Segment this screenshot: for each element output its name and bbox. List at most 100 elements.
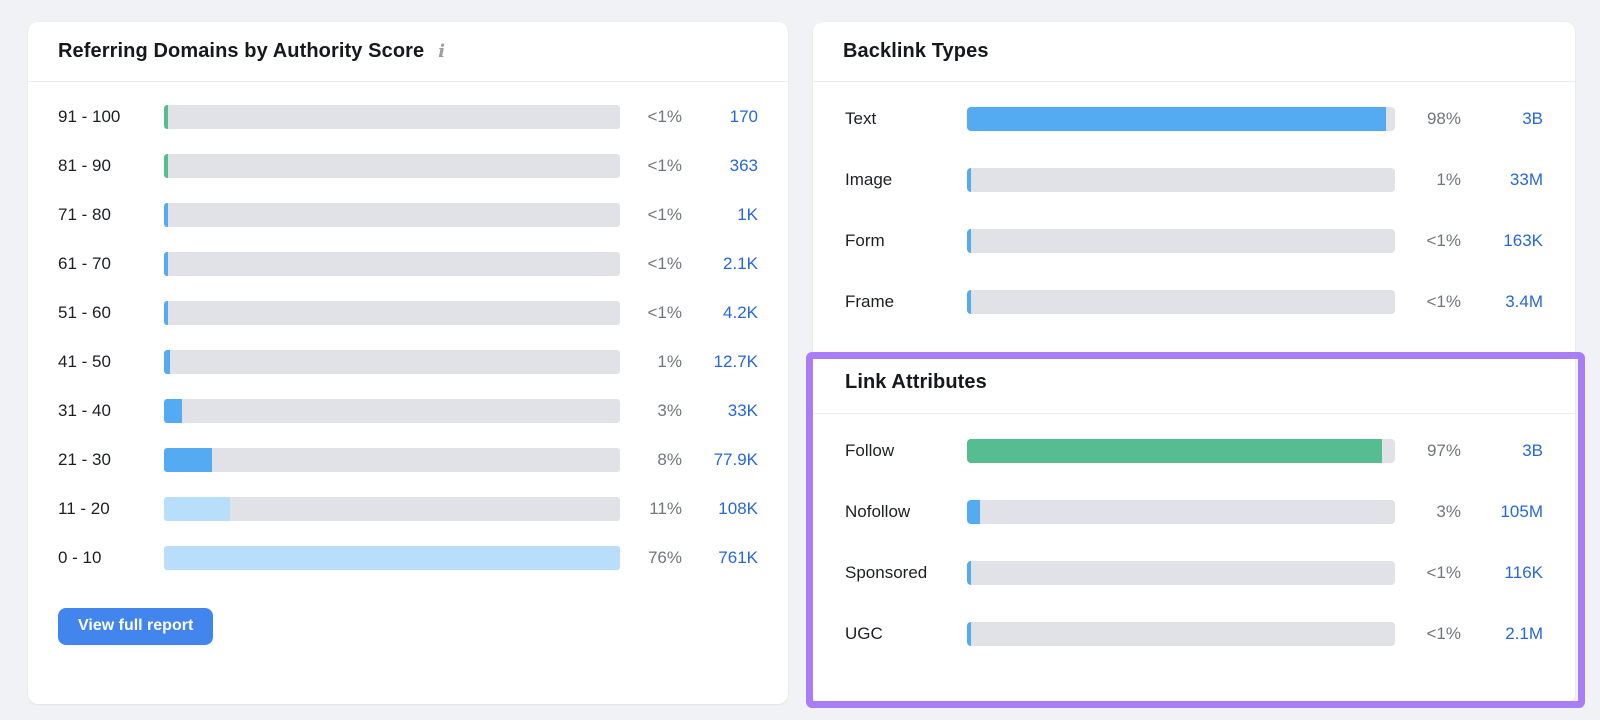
bar-track xyxy=(164,398,620,423)
row-percent: <1% xyxy=(1426,623,1462,643)
row-percent: <1% xyxy=(647,253,683,273)
bar-fill xyxy=(164,349,170,374)
row-percent: 8% xyxy=(657,449,682,469)
row-value-link[interactable]: 761K xyxy=(718,547,758,567)
row-percent: 1% xyxy=(657,351,682,371)
row-percent: 1% xyxy=(1436,169,1461,189)
bar-row: Follow 97% 3B xyxy=(845,420,1543,481)
bar-track xyxy=(967,167,1395,192)
bar-fill xyxy=(164,496,231,521)
bar-fill xyxy=(164,153,169,178)
info-icon[interactable]: i xyxy=(438,40,446,62)
bar-fill xyxy=(967,228,971,253)
row-label: 11 - 20 xyxy=(58,498,110,518)
bar-row: Form <1% 163K xyxy=(845,210,1543,271)
bar-track xyxy=(967,228,1395,253)
bar-track xyxy=(967,560,1395,585)
bar-row: UGC <1% 2.1M xyxy=(845,603,1543,664)
bar-fill xyxy=(164,251,169,276)
row-value-link[interactable]: 108K xyxy=(718,498,758,518)
backlinks-card: Backlink Types Text 98% 3B Image 1% 33M Form <1… xyxy=(813,22,1575,704)
row-percent: <1% xyxy=(647,155,683,175)
row-value-link[interactable]: 2.1K xyxy=(723,253,758,273)
bar-row: 91 - 100 <1% 170 xyxy=(58,92,758,141)
bar-fill xyxy=(967,106,1387,131)
row-label: 0 - 10 xyxy=(58,547,102,567)
view-full-report-button[interactable]: View full report xyxy=(58,608,214,645)
row-label: 31 - 40 xyxy=(58,400,111,420)
bar-track xyxy=(967,438,1395,463)
row-label: 91 - 100 xyxy=(58,106,121,126)
bar-fill xyxy=(967,289,971,314)
row-value-link[interactable]: 3.4M xyxy=(1505,291,1543,311)
row-value-link[interactable]: 4.2K xyxy=(723,302,758,322)
row-label: 61 - 70 xyxy=(58,253,111,273)
row-percent: 97% xyxy=(1426,440,1461,460)
referring-domains-card: Referring Domains by Authority Score i 9… xyxy=(28,22,788,704)
row-percent: <1% xyxy=(1426,562,1462,582)
bar-track xyxy=(967,106,1395,131)
link-attributes-rows: Follow 97% 3B Nofollow 3% 105M Sponsored <1% 116… xyxy=(813,414,1575,664)
bar-row: Text 98% 3B xyxy=(845,88,1543,149)
row-value-link[interactable]: 77.9K xyxy=(713,449,758,469)
bar-track xyxy=(967,499,1395,524)
row-percent: 3% xyxy=(1436,501,1461,521)
bar-fill xyxy=(164,202,169,227)
bar-fill xyxy=(967,621,971,646)
row-value-link[interactable]: 170 xyxy=(729,106,758,126)
bar-track xyxy=(164,300,620,325)
bar-track xyxy=(164,545,620,570)
bar-row: Sponsored <1% 116K xyxy=(845,542,1543,603)
row-percent: <1% xyxy=(647,106,683,126)
row-label: Frame xyxy=(845,291,895,311)
bar-track xyxy=(164,104,620,129)
bar-fill xyxy=(967,499,980,524)
referring-domains-header: Referring Domains by Authority Score i xyxy=(28,22,788,82)
row-label: 71 - 80 xyxy=(58,204,111,224)
row-value-link[interactable]: 363 xyxy=(729,155,758,175)
bar-row: 51 - 60 <1% 4.2K xyxy=(58,288,758,337)
row-percent: 3% xyxy=(657,400,682,420)
row-label: 21 - 30 xyxy=(58,449,111,469)
bar-fill xyxy=(967,560,971,585)
row-value-link[interactable]: 105M xyxy=(1500,501,1543,521)
backlink-types-rows: Text 98% 3B Image 1% 33M Form <1% 163K Frame <1% 3.… xyxy=(813,82,1575,332)
row-value-link[interactable]: 12.7K xyxy=(713,351,758,371)
backlink-types-title: Backlink Types xyxy=(843,40,989,62)
row-value-link[interactable]: 2.1M xyxy=(1505,623,1543,643)
bar-row: 71 - 80 <1% 1K xyxy=(58,190,758,239)
row-label: Image xyxy=(845,169,893,189)
row-percent: <1% xyxy=(647,302,683,322)
bar-fill xyxy=(164,447,212,472)
bar-row: 41 - 50 1% 12.7K xyxy=(58,337,758,386)
row-label: Nofollow xyxy=(845,501,911,521)
bar-fill xyxy=(967,438,1383,463)
bar-fill xyxy=(164,545,620,570)
bar-row: 0 - 10 76% 761K xyxy=(58,533,758,582)
row-label: 51 - 60 xyxy=(58,302,111,322)
bar-row: 21 - 30 8% 77.9K xyxy=(58,435,758,484)
row-percent: 76% xyxy=(647,547,682,567)
row-label: 81 - 90 xyxy=(58,155,111,175)
bar-fill xyxy=(164,398,183,423)
referring-domains-title: Referring Domains by Authority Score xyxy=(58,40,425,62)
row-percent: <1% xyxy=(647,204,683,224)
authority-score-rows: 91 - 100 <1% 170 81 - 90 <1% 363 71 - 80 <1% 1K 6… xyxy=(28,82,788,582)
row-value-link[interactable]: 33M xyxy=(1509,169,1543,189)
bar-track xyxy=(967,621,1395,646)
row-label: Form xyxy=(845,230,885,250)
bar-row: 31 - 40 3% 33K xyxy=(58,386,758,435)
row-value-link[interactable]: 3B xyxy=(1522,108,1543,128)
row-value-link[interactable]: 163K xyxy=(1503,230,1543,250)
row-value-link[interactable]: 33K xyxy=(727,400,758,420)
row-value-link[interactable]: 116K xyxy=(1504,562,1543,582)
row-value-link[interactable]: 3B xyxy=(1522,440,1543,460)
bar-row: 81 - 90 <1% 363 xyxy=(58,141,758,190)
row-label: Text xyxy=(845,108,877,128)
row-value-link[interactable]: 1K xyxy=(737,204,758,224)
bar-track xyxy=(164,447,620,472)
row-label: Follow xyxy=(845,440,895,460)
row-percent: <1% xyxy=(1426,230,1462,250)
bar-row: Nofollow 3% 105M xyxy=(845,481,1543,542)
row-percent: 11% xyxy=(649,498,682,518)
